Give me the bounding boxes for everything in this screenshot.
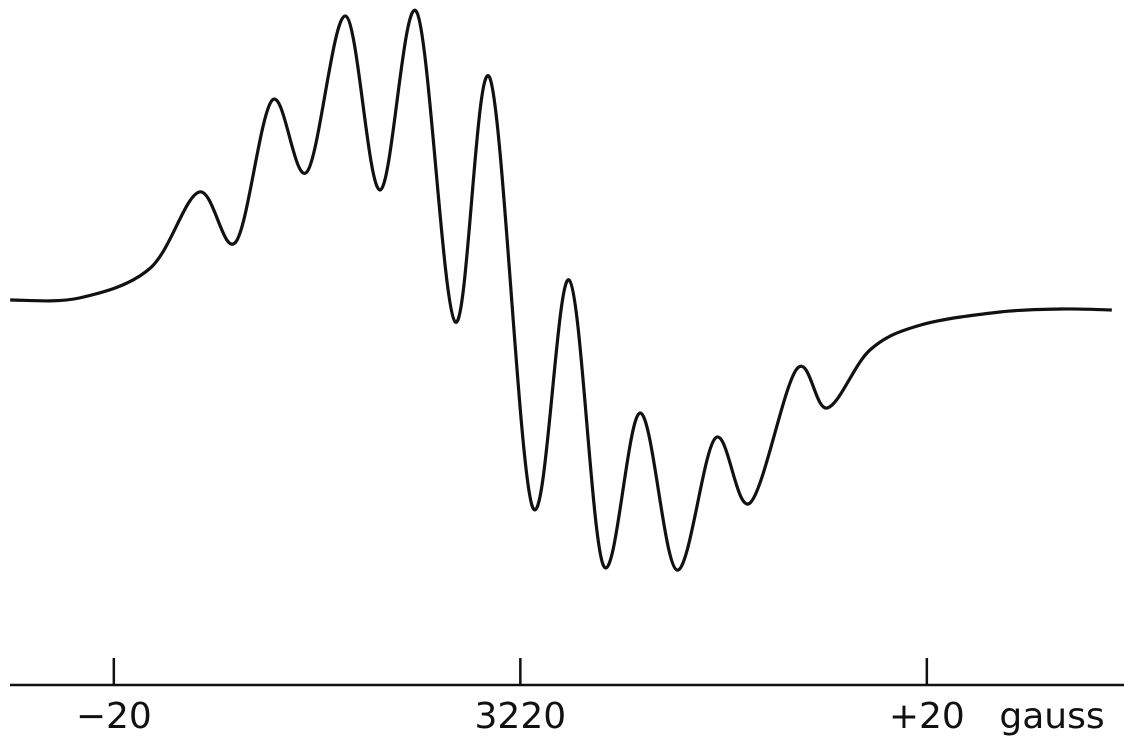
x-axis-label: gauss [999,696,1104,737]
x-tick-label: 3220 [475,696,567,737]
x-tick-label: −20 [76,696,152,737]
spectrum-line [10,8,1112,572]
x-tick-label: +20 [889,696,965,737]
